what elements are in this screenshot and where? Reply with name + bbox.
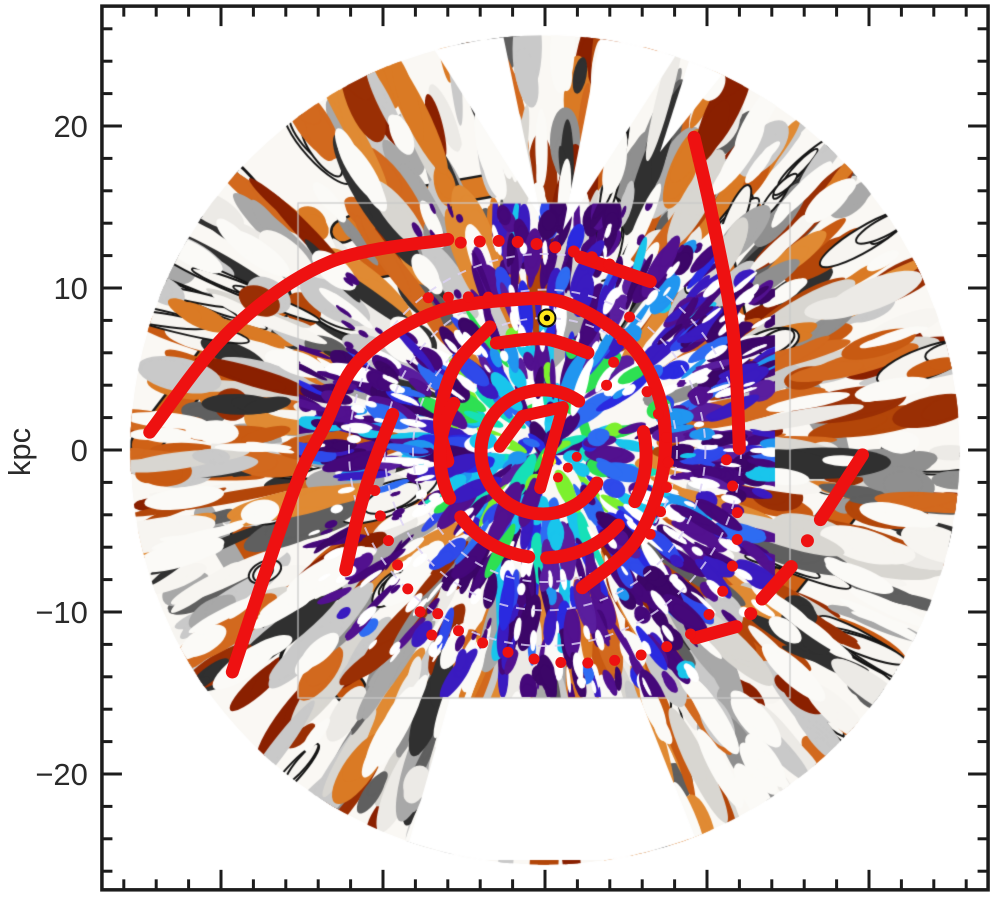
sun-marker: [537, 308, 557, 328]
dotted-arm-dot: [635, 649, 647, 661]
dotted-arm-dot: [717, 585, 729, 597]
arm-dot: [800, 534, 814, 548]
dotted-arm-dot: [473, 235, 486, 248]
dotted-arm-dot: [641, 386, 653, 398]
spiral-overlay-group: [143, 130, 870, 679]
dotted-arm-dot: [703, 608, 715, 620]
dotted-arm-dot: [582, 657, 594, 669]
dotted-arm-dot: [727, 480, 739, 492]
ring-arc: [454, 510, 536, 564]
dotted-arm-dot: [601, 379, 613, 391]
dotted-arm-dot: [402, 583, 414, 595]
spiral-arm: [225, 291, 547, 679]
dotted-arm-dot: [603, 258, 616, 271]
dotted-arm-dot: [731, 507, 743, 519]
dotted-arm-dot: [422, 292, 434, 304]
spiral-arm: [339, 407, 400, 577]
dotted-arm-dot: [608, 356, 620, 368]
sun-core-icon: [543, 314, 551, 322]
dotted-arm-dot: [655, 506, 667, 518]
dashed-circle: [383, 288, 707, 612]
dotted-arm-dot: [660, 432, 672, 444]
dotted-arm-dot: [624, 311, 636, 323]
dotted-arm-dot: [369, 485, 381, 496]
axis-frame: [100, 4, 990, 892]
dotted-arm-dot: [652, 408, 664, 420]
dotted-arm-dot: [454, 236, 467, 249]
ring-arc: [540, 518, 625, 565]
dotted-arm-dot: [511, 235, 524, 248]
dotted-arm-dot: [585, 251, 598, 264]
dotted-arm-dot: [502, 646, 514, 658]
dotted-arm-dot: [492, 234, 505, 247]
dotted-arm-dot: [660, 481, 672, 493]
dotted-arm-dot: [453, 625, 465, 637]
ring-arc: [433, 396, 461, 505]
dotted-arm-dot: [661, 641, 673, 653]
dashed-circle: [411, 316, 679, 584]
dotted-arm-dot: [616, 334, 628, 346]
dotted-arm-dot: [662, 456, 674, 468]
spiral-arm: [687, 130, 746, 455]
dotted-arm-dot: [726, 560, 738, 572]
dotted-arm-dot: [549, 241, 562, 254]
spiral-arm: [498, 292, 673, 595]
dotted-arm-dot: [571, 451, 582, 462]
dotted-arm-dot: [685, 628, 697, 640]
dotted-arm-dot: [530, 238, 543, 251]
spiral-arm-dash: [689, 620, 743, 645]
dotted-arm-dot: [567, 245, 580, 258]
dotted-arm-dot: [720, 454, 732, 466]
dotted-arm-dot: [552, 472, 563, 483]
spiral-arm-dash: [813, 448, 870, 527]
dotted-arm-dot: [482, 291, 494, 303]
ring-arc: [628, 425, 653, 509]
axis-group: [100, 4, 990, 892]
y-axis-label: kpc: [2, 428, 37, 476]
dotted-arm-dot: [609, 654, 621, 666]
dotted-arm-dot: [414, 606, 426, 618]
spiral-arm-dash: [755, 560, 798, 606]
tick-label: 10: [53, 271, 87, 306]
dotted-arm-dot: [562, 462, 573, 473]
tick-label: −20: [35, 757, 88, 792]
dotted-arm-dot: [442, 291, 454, 303]
dotted-arm-dot: [644, 528, 656, 540]
dotted-arm-dot: [477, 637, 489, 649]
y-tick-labels: 20 10 0 −10 −20: [35, 109, 88, 792]
dotted-arm-dot: [528, 653, 540, 665]
dotted-arm-dot: [731, 534, 743, 546]
dotted-arm-dot: [392, 559, 404, 571]
dotted-arm-dot: [382, 535, 394, 547]
dotted-arm-dot: [426, 629, 438, 641]
dotted-arm-dot: [374, 510, 386, 522]
dotted-arm-dot: [555, 656, 567, 668]
arm-dot: [744, 607, 758, 621]
tick-label: 20: [53, 109, 87, 144]
ring-arc: [474, 383, 604, 521]
spiral-arm-dash: [489, 332, 595, 360]
dotted-arm-dot: [462, 291, 474, 303]
dotted-arm-dot: [502, 292, 514, 304]
galactic-bar: [493, 401, 569, 495]
spiral-arm: [143, 232, 455, 439]
axis-ticks: [101, 6, 989, 890]
dotted-arm-dot: [432, 608, 444, 620]
tick-label: 0: [71, 433, 88, 468]
tick-label: −10: [35, 595, 88, 630]
